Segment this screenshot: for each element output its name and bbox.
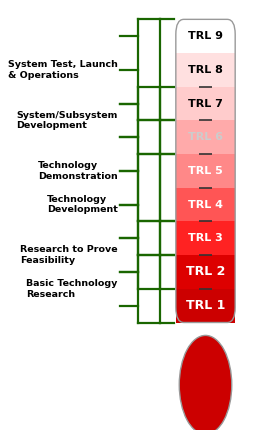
Text: TRL 2: TRL 2 (186, 265, 225, 279)
Circle shape (179, 335, 232, 430)
Text: TRL 3: TRL 3 (188, 233, 223, 243)
Bar (176, 221, 235, 255)
Text: TRL 1: TRL 1 (186, 299, 225, 312)
Bar (176, 53, 235, 87)
Bar (176, 255, 235, 289)
FancyBboxPatch shape (176, 17, 235, 43)
Bar (176, 289, 235, 322)
Text: TRL 8: TRL 8 (188, 65, 223, 75)
Text: System Test, Launch
& Operations: System Test, Launch & Operations (8, 60, 118, 80)
Bar (176, 87, 235, 120)
Text: Technology
Demonstration: Technology Demonstration (38, 161, 118, 181)
Text: TRL 4: TRL 4 (188, 200, 223, 209)
Text: System/Subsystem
Development: System/Subsystem Development (16, 111, 118, 130)
Text: Technology
Development: Technology Development (47, 195, 118, 214)
Text: TRL 5: TRL 5 (188, 166, 223, 176)
Text: Basic Technology
Research: Basic Technology Research (26, 279, 118, 298)
Bar (176, 19, 235, 53)
Bar (176, 154, 235, 188)
Bar (176, 120, 235, 154)
Text: TRL 7: TRL 7 (188, 98, 223, 108)
Bar (176, 188, 235, 221)
Text: TRL 6: TRL 6 (188, 132, 223, 142)
Text: TRL 9: TRL 9 (188, 31, 223, 41)
Text: Research to Prove
Feasibility: Research to Prove Feasibility (20, 246, 118, 265)
